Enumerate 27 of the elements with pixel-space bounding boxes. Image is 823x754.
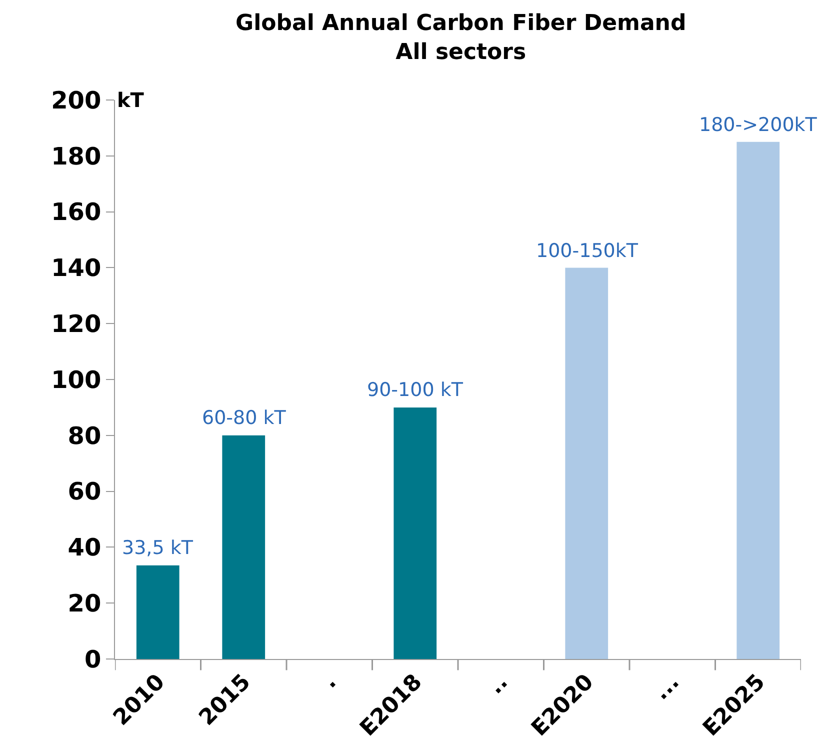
y-tick-label: 60 — [68, 478, 102, 506]
y-tick-label: 120 — [51, 310, 102, 338]
y-tick-label: 40 — [68, 534, 102, 562]
y-tick-label: 200 — [51, 86, 102, 114]
y-tick-label: 80 — [68, 422, 102, 450]
data-label: 180->200kT — [699, 114, 818, 136]
y-tick-label: 100 — [51, 366, 102, 394]
y-tick-label: 20 — [68, 590, 102, 618]
chart-title: Global Annual Carbon Fiber Demand — [236, 11, 686, 36]
y-tick-label: 180 — [51, 142, 102, 170]
chart-subtitle: All sectors — [396, 40, 526, 65]
data-label: 90-100 kT — [367, 379, 464, 401]
y-tick-label: 0 — [84, 645, 102, 674]
data-label: 60-80 kT — [202, 407, 286, 429]
x-tick-label: ... — [648, 670, 684, 706]
y-tick-label: 140 — [51, 254, 102, 282]
bar — [565, 268, 608, 659]
y-tick-label: 160 — [51, 198, 102, 226]
y-axis-title: kT — [117, 88, 144, 112]
data-label: 33,5 kT — [122, 537, 194, 559]
bar — [222, 435, 266, 659]
bar — [136, 565, 180, 659]
data-label: 100-150kT — [536, 240, 638, 262]
x-tick-label: .. — [483, 670, 513, 700]
x-tick-label: . — [318, 670, 342, 694]
bar — [736, 142, 780, 659]
bar — [394, 407, 437, 659]
